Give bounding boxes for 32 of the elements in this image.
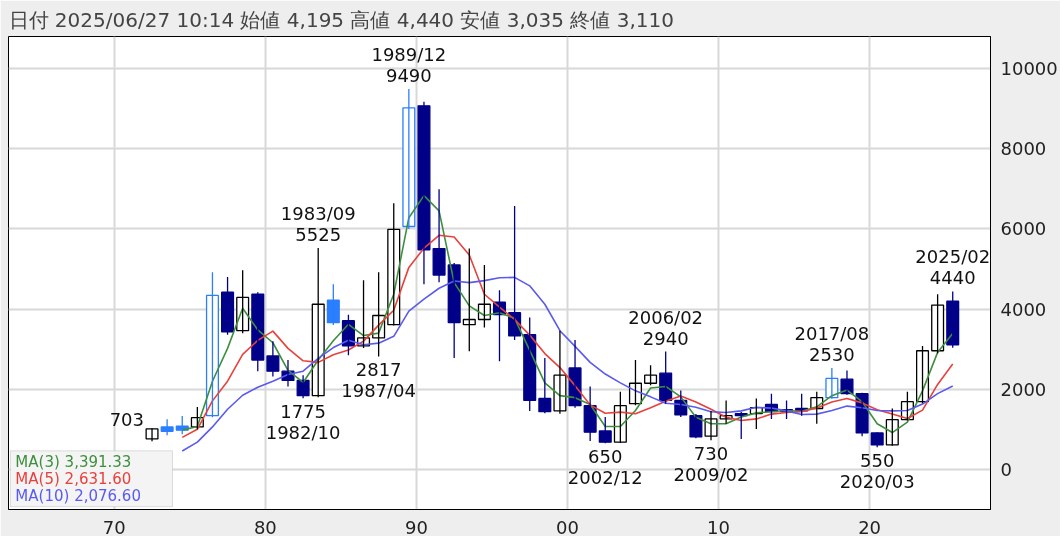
annotation: 1775 1982/10 [265,401,341,444]
x-tick-label: 10 [707,516,731,538]
candlestick [145,427,159,442]
candlestick [221,276,235,336]
annotation: 2025/02 4440 [915,246,991,289]
x-tick-label: 90 [404,516,428,538]
candlestick [931,293,945,354]
x-tick-label: 70 [102,516,126,538]
annotation: 730 2009/02 [673,443,749,486]
y-tick-label: 0 [1000,458,1012,480]
y-tick-label: 2000 [1000,378,1047,400]
annotation: 550 2020/03 [839,450,915,493]
candlestick [644,364,658,386]
y-tick-label: 8000 [1000,138,1047,160]
chart-title: 日付 2025/06/27 10:14 始値 4,195 高値 4,440 安値 3,035 終値 3,110 [8,7,675,32]
y-tick-label: 6000 [1000,218,1047,240]
annotation: 2817 1987/04 [341,359,417,402]
annotation: 703 [109,409,145,431]
annotation: 1989/12 9490 [371,44,447,87]
y-tick-label: 4000 [1000,298,1047,320]
annotation: 1983/09 5525 [280,202,356,245]
candlestick [598,416,612,445]
y-tick-label: 10000 [1000,58,1058,80]
x-tick-label: 80 [253,516,277,538]
text: MA(3) 3,391.33 [15,452,132,471]
annotation: 2017/08 2530 [794,323,870,365]
x-tick-label: 00 [556,516,579,538]
x-tick-label: 20 [858,516,882,538]
text: MA(10) 2,076.60 [15,486,141,505]
annotation: 2006/02 2940 [628,306,704,349]
annotation: 650 2002/12 [567,446,643,489]
text: MA(5) 2,631.60 [15,469,132,488]
